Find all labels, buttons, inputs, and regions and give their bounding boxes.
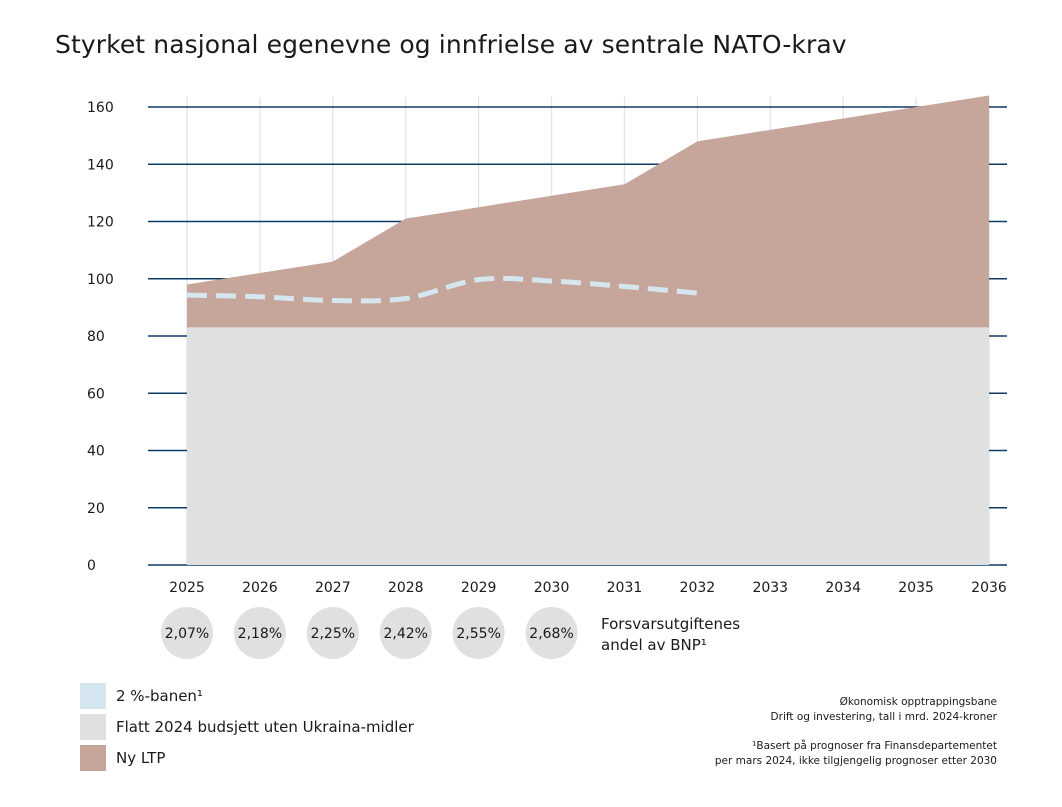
legend-item-2pct: 2 %-banen¹ <box>80 680 414 711</box>
note-line: Drift og investering, tall i mrd. 2024-k… <box>770 711 997 723</box>
x-tick-label: 2035 <box>898 580 934 596</box>
bnp-share-label: 2,07% <box>165 626 209 642</box>
y-tick-label: 100 <box>87 272 114 288</box>
x-tick-label: 2033 <box>752 580 788 596</box>
bnp-share-circle <box>161 607 213 659</box>
x-tick-label: 2029 <box>461 580 497 596</box>
legend-item-ny-ltp: Ny LTP <box>80 742 414 773</box>
y-tick-label: 40 <box>87 444 105 460</box>
bnp-share-circle <box>233 607 286 659</box>
y-tick-label: 140 <box>87 157 114 173</box>
x-tick-label: 2031 <box>607 580 643 596</box>
x-tick-label: 2036 <box>971 580 1007 596</box>
chart-title: Styrket nasjonal egenevne og innfrielse … <box>55 30 847 59</box>
bnp-share-circle <box>452 607 505 659</box>
y-tick-label: 60 <box>87 386 105 402</box>
x-tick-label: 2032 <box>680 580 716 596</box>
footnote-line: ¹Basert på prognoser fra Finansdeparteme… <box>752 740 997 752</box>
x-tick-label: 2025 <box>169 580 205 596</box>
y-tick-label: 160 <box>87 100 114 116</box>
legend-label: 2 %-banen¹ <box>116 686 203 705</box>
x-tick-label: 2034 <box>825 580 861 596</box>
area-flat-budget <box>187 327 989 565</box>
x-tick-label: 2030 <box>534 580 570 596</box>
bnp-share-circle <box>379 607 432 659</box>
legend-swatch-2pct <box>80 682 106 709</box>
y-tick-label: 120 <box>87 215 114 231</box>
y-tick-label: 0 <box>87 558 96 574</box>
bnp-caption-line2: andel av BNP¹ <box>601 636 707 654</box>
legend-swatch-ny-ltp <box>80 744 106 771</box>
legend: 2 %-banen¹ Flatt 2024 budsjett uten Ukra… <box>80 680 414 773</box>
legend-label: Ny LTP <box>116 748 166 767</box>
y-tick-label: 80 <box>87 329 105 345</box>
bnp-share-label: 2,18% <box>238 626 282 642</box>
x-tick-label: 2027 <box>315 580 351 596</box>
note-line: Økonomisk opptrappingsbane <box>839 696 997 708</box>
bnp-share-label: 2,68% <box>529 626 573 642</box>
bnp-share-circle <box>525 607 578 659</box>
notes: Økonomisk opptrappingsbane Drift og inve… <box>715 695 997 769</box>
legend-label: Flatt 2024 budsjett uten Ukraina-midler <box>116 717 414 736</box>
x-tick-label: 2026 <box>242 580 278 596</box>
footnote-line: per mars 2024, ikke tilgjengelig prognos… <box>714 755 997 767</box>
bnp-share-label: 2,25% <box>311 626 355 642</box>
area-ny-ltp <box>187 95 989 328</box>
legend-item-flat-budget: Flatt 2024 budsjett uten Ukraina-midler <box>80 711 414 742</box>
bnp-share-label: 2,42% <box>383 626 427 642</box>
bnp-share-label: 2,55% <box>456 626 500 642</box>
bnp-caption-line1: Forsvarsutgiftenes <box>601 615 741 633</box>
bnp-share-circle <box>306 607 359 659</box>
bnp-caption: Forsvarsutgiftenes andel av BNP¹ <box>601 614 740 656</box>
legend-swatch-flat-budget <box>80 713 106 740</box>
x-tick-label: 2028 <box>388 580 424 596</box>
y-tick-label: 20 <box>87 501 105 517</box>
